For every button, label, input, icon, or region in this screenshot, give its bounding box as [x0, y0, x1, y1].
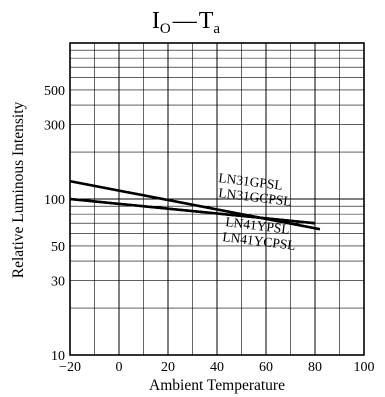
title-left-main: I	[152, 8, 160, 34]
x-axis-label: Ambient Temperature	[149, 377, 285, 394]
y-tick-labels: 10 30 50 100 300 500	[44, 84, 65, 364]
x-tick-label: −20	[59, 360, 81, 375]
x-tick-label: 80	[308, 360, 322, 375]
x-tick-label: 40	[210, 360, 224, 375]
x-tick-label: 100	[354, 360, 375, 375]
title-right-main: T	[199, 8, 214, 34]
title-dash: —	[172, 8, 198, 34]
x-tick-label: 0	[116, 360, 123, 375]
y-tick-label: 30	[51, 275, 65, 290]
x-tick-label: 60	[259, 360, 273, 375]
title-left-sub: O	[160, 21, 171, 37]
title-right-sub: a	[213, 21, 220, 37]
series-line-ln41ycpsl	[69, 179, 321, 231]
x-tick-label: 20	[161, 360, 175, 375]
x-tick-labels: −20 0 20 40 60 80 100	[59, 360, 374, 375]
series-lines	[69, 179, 321, 231]
y-tick-label: 300	[44, 119, 65, 134]
y-axis-label: Relative Luminous Intensity	[10, 102, 27, 279]
y-tick-label: 50	[51, 240, 65, 255]
chart-title: IO—Ta	[152, 8, 221, 37]
y-tick-label: 10	[51, 349, 65, 364]
y-tick-label: 100	[44, 193, 65, 208]
y-tick-label: 500	[44, 84, 65, 99]
